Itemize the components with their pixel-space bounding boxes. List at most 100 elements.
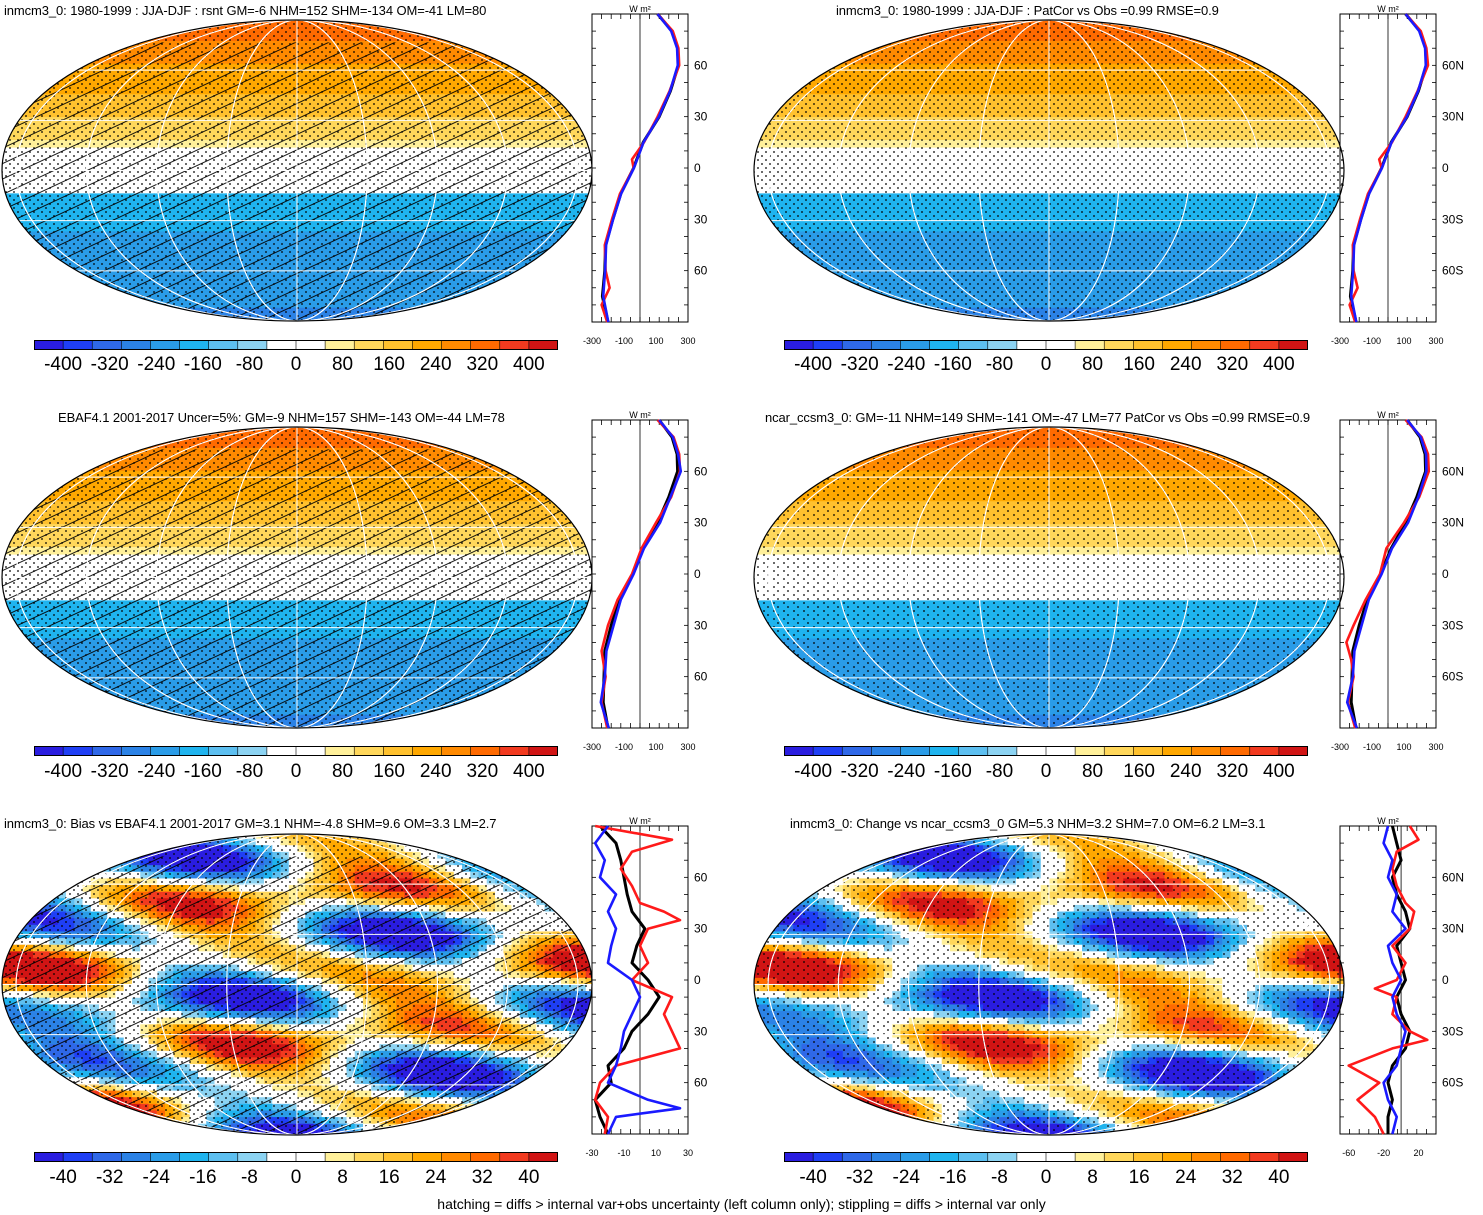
colorbar-label: 400	[1263, 761, 1295, 782]
colorbar-swatch	[208, 1152, 239, 1162]
colorbar-label: -40	[49, 1167, 77, 1188]
colorbar-swatch	[987, 1152, 1018, 1162]
colorbar-swatch	[929, 1152, 960, 1162]
colorbar-label: -16	[939, 1167, 967, 1188]
colorbar-swatch	[92, 340, 122, 350]
colorbar-swatch	[1220, 746, 1251, 756]
colorbar-swatch	[63, 340, 93, 350]
x-tick-label: -300	[1331, 742, 1349, 752]
x-tick-label: -300	[583, 336, 601, 346]
colorbar-border	[34, 746, 558, 756]
x-tick-label: -10	[617, 1148, 630, 1158]
colorbar-swatch	[1191, 746, 1222, 756]
colorbar-label: 320	[466, 761, 499, 782]
colorbar-label: 0	[1040, 761, 1052, 782]
colorbar-swatch	[499, 1152, 530, 1162]
x-tick-label: 100	[648, 742, 663, 752]
colorbar-swatch	[499, 746, 530, 756]
colorbar-swatch	[441, 340, 472, 350]
colorbar-swatch	[296, 340, 326, 350]
colorbar-label: 160	[373, 354, 405, 375]
colorbar-swatch	[842, 1152, 872, 1162]
colorbar-border	[784, 1152, 1308, 1162]
colorbar-swatch	[237, 340, 268, 350]
units-label: W m²	[1377, 410, 1399, 420]
x-tick-label: -100	[1363, 336, 1381, 346]
colorbar-swatch	[1104, 1152, 1134, 1162]
colorbar-swatch	[383, 340, 413, 350]
colorbar-labels: -40 -32 -24 -16 -8 0 8 16 24 32 40	[784, 1167, 1308, 1191]
zonal-mean-profile: W m² 60N 30N 0 30S 60S -300 -100 100 300	[1331, 4, 1464, 346]
lat-label: 30S	[1442, 1024, 1463, 1038]
colorbar-swatch	[470, 1152, 501, 1162]
colorbar-swatch	[354, 1152, 384, 1162]
colorbar-label: -80	[235, 761, 264, 782]
colorbar-label: -8	[240, 1167, 258, 1188]
panel-title: EBAF4.1 2001-2017 Uncer=5%: GM=-9 NHM=15…	[58, 410, 505, 425]
colorbar-label: -240	[887, 761, 926, 782]
colorbar-swatch	[237, 1152, 268, 1162]
colorbar-swatch	[784, 340, 814, 350]
profile-line-black	[1348, 13, 1428, 323]
colorbar-swatch	[34, 1152, 64, 1162]
colorbar-swatch	[92, 1152, 122, 1162]
panel-title: inmcm3_0: 1980-1999 : JJA-DJF : rsnt GM=…	[4, 3, 487, 18]
zonal-mean-profile: W m² 60N 30N 0 30S 60S -60 -20 20	[1339, 816, 1464, 1158]
colorbar-swatch	[470, 340, 501, 350]
colorbar-swatch	[383, 1152, 413, 1162]
lat-label: 30N	[1442, 922, 1464, 936]
colorbar-swatch	[266, 340, 297, 350]
profile-line-red	[1347, 825, 1429, 1135]
colorbar-swatch	[900, 340, 931, 350]
colorbar-label: 160	[373, 761, 405, 782]
colorbar-swatch	[1016, 746, 1047, 756]
colorbar-swatch	[121, 1152, 151, 1162]
world-map	[753, 19, 1345, 322]
colorbar	[784, 340, 1308, 350]
colorbar-label: -160	[933, 354, 972, 375]
colorbar-swatch	[842, 340, 872, 350]
colorbar-label: 160	[1123, 354, 1155, 375]
x-tick-label: -60	[1342, 1148, 1355, 1158]
units-label: W m²	[1377, 4, 1399, 14]
colorbar-label: 240	[419, 761, 452, 782]
colorbar-swatch	[1191, 1152, 1222, 1162]
colorbar-swatch	[1191, 340, 1222, 350]
lat-label: 30N	[1442, 110, 1464, 124]
lat-label: 0	[1442, 973, 1449, 987]
colorbar-swatch	[150, 340, 181, 350]
x-tick-label: 100	[648, 336, 663, 346]
x-tick-label: 300	[1428, 742, 1443, 752]
zonal-mean-profile: W m² 60N 30N 0 30S 60S -300 -100 100 300	[1331, 410, 1464, 752]
profile-line-red	[600, 13, 681, 323]
colorbar-swatch	[266, 746, 297, 756]
colorbar-label: -240	[887, 354, 926, 375]
lat-label: 60S	[694, 670, 708, 684]
profile-line-red	[600, 419, 682, 729]
colorbar-labels: -400 -320 -240 -160 -80 0 80 160 240 320 400	[784, 761, 1308, 785]
colorbar-swatch	[958, 340, 989, 350]
x-tick-label: 20	[1414, 1148, 1424, 1158]
colorbar-swatch	[179, 340, 210, 350]
colorbar-swatch	[1249, 746, 1280, 756]
colorbar	[784, 746, 1308, 756]
colorbar-border	[34, 340, 558, 350]
colorbar-labels: -400 -320 -240 -160 -80 0 80 160 240 320 400	[34, 354, 558, 378]
lat-label: 0	[694, 161, 701, 175]
colorbar-label: -40	[799, 1167, 827, 1188]
colorbar-labels: -400 -320 -240 -160 -80 0 80 160 240 320 400	[784, 354, 1308, 378]
panel-title: inmcm3_0: Bias vs EBAF4.1 2001-2017 GM=3…	[4, 816, 497, 831]
colorbar-swatch	[34, 746, 64, 756]
units-label: W m²	[1377, 816, 1399, 826]
x-tick-label: -20	[1377, 1148, 1390, 1158]
graticule	[2, 427, 592, 728]
lat-label: 30N	[694, 922, 708, 936]
colorbar-swatch	[150, 746, 181, 756]
colorbar-swatch	[470, 746, 501, 756]
colorbar-label: -80	[985, 761, 1014, 782]
lat-label: 30S	[694, 212, 708, 226]
x-tick-label: -100	[615, 336, 633, 346]
colorbar-label: -400	[794, 761, 833, 782]
x-tick-label: 10	[651, 1148, 661, 1158]
colorbar-swatch	[296, 1152, 326, 1162]
